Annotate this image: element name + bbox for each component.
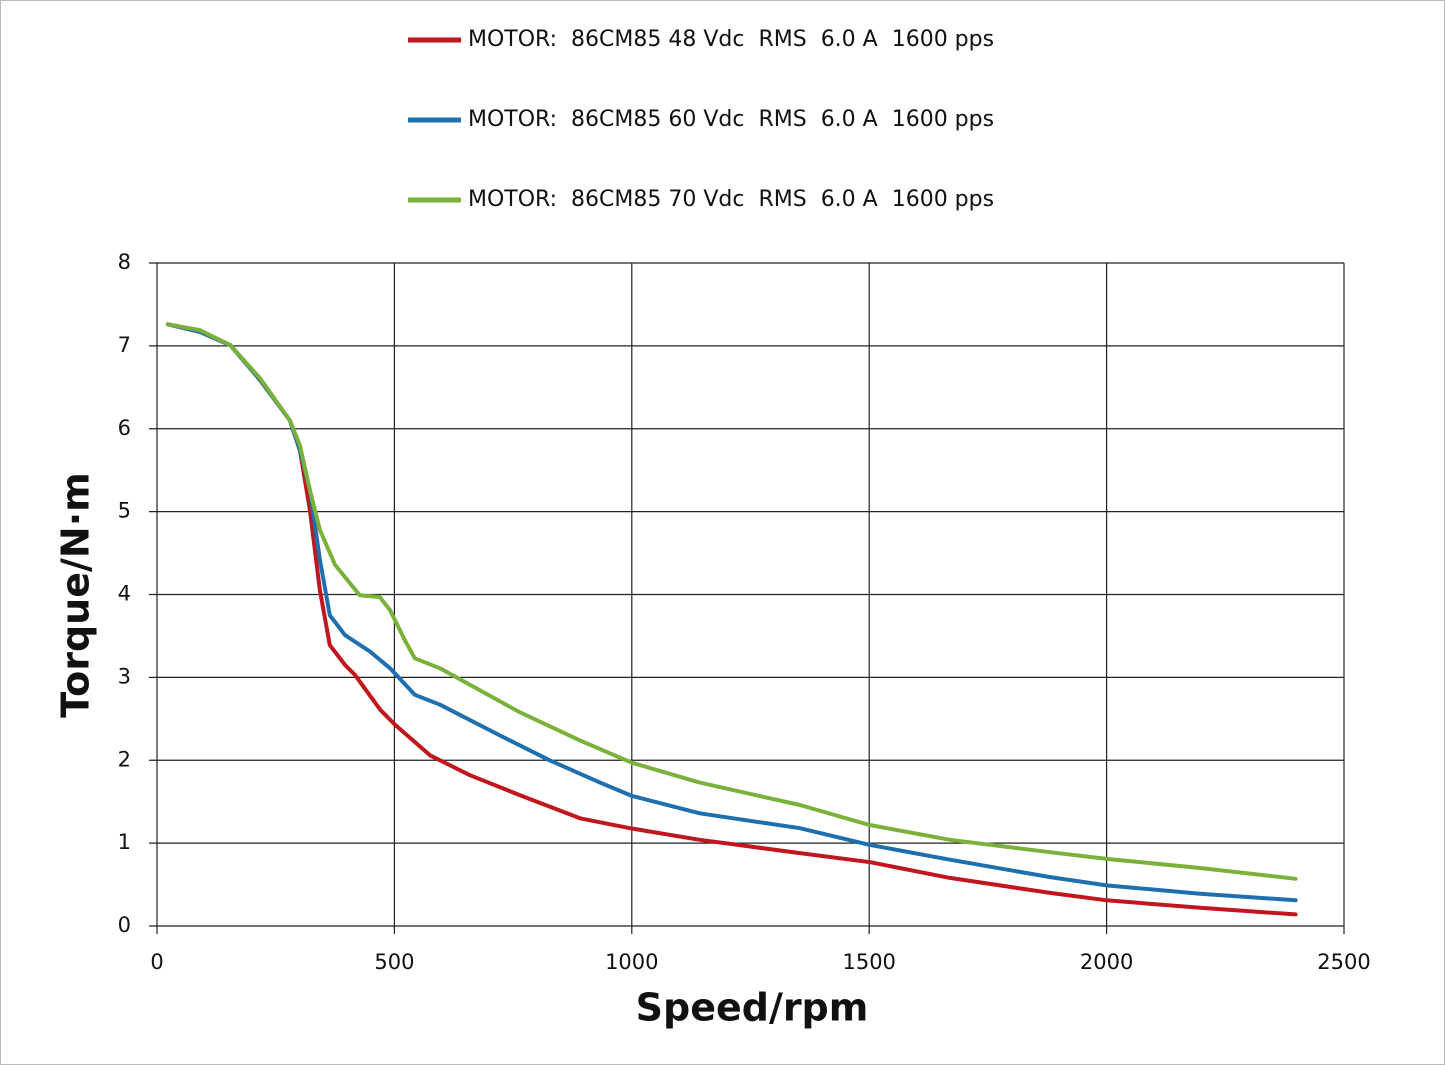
y-tick-label: 5: [118, 499, 131, 523]
y-axis-title: Torque/N·m: [54, 472, 98, 717]
x-tick-label: 2500: [1317, 950, 1370, 974]
series-line: [165, 322, 1298, 881]
x-tick-label: 0: [150, 950, 163, 974]
x-tick-label: 1500: [842, 950, 895, 974]
x-axis-title: Speed/rpm: [636, 986, 869, 1030]
y-tick-label: 6: [118, 416, 131, 440]
legend-label: MOTOR: 86CM85 48 Vdc RMS 6.0 A 1600 pps: [468, 27, 994, 52]
legend-label: MOTOR: 86CM85 70 Vdc RMS 6.0 A 1600 pps: [468, 187, 994, 212]
y-tick-label: 2: [118, 747, 131, 771]
y-tick-label: 7: [118, 333, 131, 357]
y-tick-label: 4: [118, 582, 131, 606]
y-tick-label: 8: [118, 250, 131, 274]
legend-label: MOTOR: 86CM85 60 Vdc RMS 6.0 A 1600 pps: [468, 107, 994, 132]
y-tick-label: 0: [118, 913, 131, 937]
y-tick-label: 3: [118, 664, 131, 688]
x-tick-label: 1000: [605, 950, 658, 974]
x-tick-label: 500: [374, 950, 414, 974]
x-tick-label: 2000: [1080, 950, 1133, 974]
y-tick-label: 1: [118, 830, 131, 854]
